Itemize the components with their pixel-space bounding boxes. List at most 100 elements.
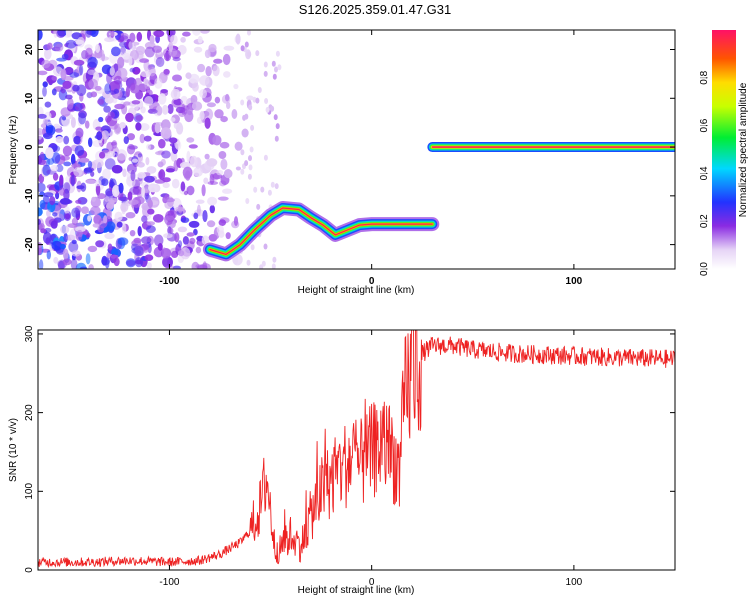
noise-blob	[223, 71, 231, 78]
noise-blob	[131, 158, 139, 163]
noise-blob	[137, 50, 144, 60]
snr-series-line	[38, 330, 675, 569]
noise-blob	[83, 167, 93, 174]
noise-blob	[240, 149, 245, 156]
noise-blob	[186, 185, 195, 196]
snr-frame	[37, 329, 676, 571]
noise-blob	[46, 209, 51, 218]
noise-blob	[87, 245, 98, 253]
snr-y-axis-label: SNR (10 * v/v)	[8, 418, 19, 482]
y-tick-label: -20	[24, 237, 35, 252]
noise-blob	[167, 227, 172, 234]
noise-blob	[177, 250, 185, 257]
noise-blob	[167, 103, 174, 115]
noise-blob	[85, 253, 91, 265]
noise-blob	[177, 226, 188, 233]
noise-blob	[94, 179, 102, 187]
noise-blob	[260, 186, 265, 193]
noise-blob	[71, 217, 78, 225]
noise-blob	[67, 97, 74, 110]
noise-blob	[122, 168, 127, 178]
noise-blob	[79, 64, 84, 76]
noise-blob	[85, 47, 93, 58]
noise-blob	[113, 88, 120, 94]
noise-blob	[56, 30, 66, 38]
noise-blob	[84, 120, 90, 129]
noise-blob	[275, 123, 280, 130]
noise-blob	[99, 56, 110, 61]
noise-blob	[234, 141, 243, 151]
noise-blob	[128, 199, 139, 205]
noise-blob	[59, 174, 64, 186]
noise-blob	[131, 100, 141, 105]
noise-blob	[65, 39, 77, 49]
noise-blob	[85, 179, 96, 184]
noise-blob	[207, 196, 218, 206]
noise-blob	[272, 73, 277, 80]
noise-blob	[212, 135, 222, 146]
noise-blob	[248, 104, 253, 111]
noise-blob	[111, 164, 123, 174]
noise-blob	[90, 206, 101, 216]
noise-blob	[182, 166, 193, 179]
noise-blob	[95, 240, 105, 248]
noise-blob	[95, 44, 101, 53]
noise-blob	[172, 265, 181, 269]
noise-blob	[271, 263, 276, 269]
noise-blob	[154, 122, 161, 134]
noise-blob	[55, 164, 64, 173]
noise-blob	[70, 117, 76, 128]
noise-blob	[98, 116, 104, 123]
noise-blob	[212, 65, 220, 77]
noise-blob	[113, 257, 120, 267]
noise-blob	[63, 161, 72, 167]
noise-blob	[38, 207, 43, 217]
noise-blob	[73, 59, 85, 66]
noise-blob	[192, 30, 201, 36]
noise-blob	[162, 177, 171, 183]
noise-blob	[192, 82, 199, 92]
noise-blob	[95, 183, 101, 196]
noise-blob	[189, 155, 198, 168]
noise-blob	[96, 131, 103, 141]
noise-blob	[62, 145, 72, 157]
noise-blob	[44, 101, 52, 108]
noise-blob	[139, 133, 145, 144]
noise-blob	[69, 72, 80, 78]
noise-blob	[101, 178, 109, 187]
noise-blob	[70, 174, 75, 187]
noise-blob	[46, 157, 51, 167]
noise-blob	[188, 144, 198, 149]
noise-blob	[102, 168, 111, 181]
noise-blob	[103, 105, 111, 113]
noise-blob	[123, 101, 131, 106]
noise-blob	[64, 213, 71, 220]
noise-blob	[204, 153, 210, 160]
noise-blob	[273, 114, 278, 121]
noise-blob	[123, 136, 129, 145]
noise-blob	[92, 140, 103, 148]
colorbar-label: Normalized spectral amplitude	[738, 82, 749, 217]
noise-blob	[118, 182, 124, 194]
noise-blob	[38, 113, 47, 119]
noise-blob	[209, 204, 215, 214]
noise-blob	[167, 257, 173, 268]
noise-blob	[155, 105, 163, 116]
noise-blob	[136, 31, 143, 42]
noise-blob	[174, 232, 180, 243]
noise-blob	[114, 211, 123, 222]
noise-blob	[71, 250, 81, 257]
noise-blob	[133, 245, 144, 257]
noise-blob	[206, 102, 216, 108]
y-tick-label: 300	[24, 325, 35, 342]
noise-blob	[43, 192, 54, 198]
noise-blob	[170, 117, 176, 122]
noise-blob	[116, 149, 127, 161]
noise-blob	[104, 158, 116, 170]
noise-blob	[199, 30, 210, 34]
noise-blob	[256, 203, 261, 210]
spectrogram-plot-area	[38, 30, 675, 269]
noise-blob	[134, 104, 139, 111]
noise-blob	[222, 188, 233, 194]
noise-blob	[160, 158, 166, 166]
